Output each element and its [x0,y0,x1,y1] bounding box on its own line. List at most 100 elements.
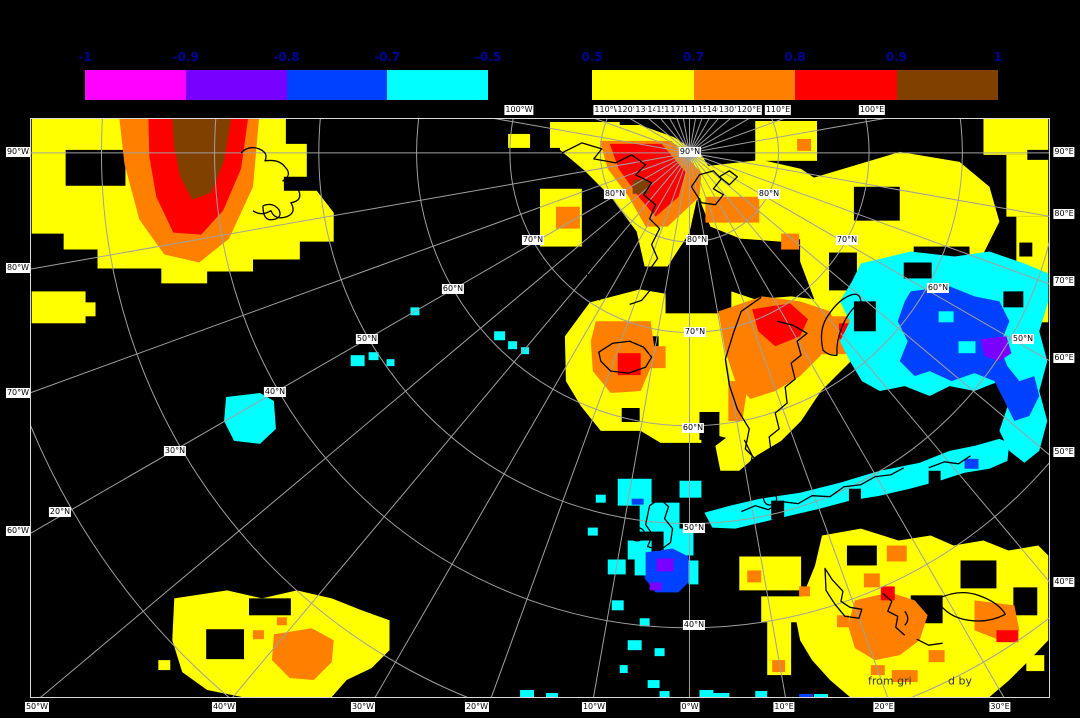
data-patch [1006,154,1049,217]
longitude-label-bottom: 30°W [350,702,376,712]
longitude-label-top: 140°E [705,105,733,115]
meridian-line [232,152,690,697]
data-patch [958,341,976,354]
colorbar-tick-label: 0.8 [784,50,806,64]
data-patch [1026,655,1045,672]
data-patch [65,149,126,186]
data-patch [639,618,650,627]
data-patch [1003,291,1024,308]
data-patch [172,119,232,200]
data-patch [271,628,334,681]
longitude-label-bottom: 10°W [581,702,607,712]
data-patch [521,347,530,355]
longitude-label-bottom: 20°W [464,702,490,712]
longitude-label-top: 140°W [646,105,676,115]
coastline [262,203,281,221]
longitude-label-left: 60°W [5,526,31,536]
coastline [916,638,943,646]
longitude-label-bottom: 40°W [211,702,237,712]
longitude-label-right: 40°E [1053,577,1075,587]
data-patch [368,352,379,361]
data-patch [903,262,932,279]
data-patch [938,311,954,323]
data-patch [631,498,644,505]
coastline [583,266,601,301]
colorbar-tick-label: -0.9 [172,50,199,64]
coastline [741,467,905,513]
longitude-label-top: 130°E [717,105,745,115]
coastline [690,170,725,206]
longitude-label-top: 100°W [504,105,534,115]
longitude-label-right: 60°E [1053,353,1075,363]
meridian-line [689,152,889,697]
data-patch [928,650,945,663]
longitude-label-top: 170°E [682,105,710,115]
longitude-label-bottom: 20°E [873,702,895,712]
data-patch [679,480,702,498]
colorbar-tick-label: -0.8 [273,50,300,64]
meridian-line [689,152,1049,362]
data-patch [928,470,941,486]
data-patch [880,586,895,601]
longitude-label-top: 130°W [634,105,664,115]
colorbar-segment [896,70,998,100]
data-patch [508,133,531,148]
data-patch [545,693,558,697]
data-patch [797,138,812,151]
longitude-label-right: 50°E [1053,447,1075,457]
meridian-line [689,152,1049,583]
data-patch [980,336,1012,362]
meridian-line [374,152,690,697]
data-patch [71,302,96,317]
coastline [820,293,862,356]
longitude-label-top: 170°W [669,105,699,115]
data-patch [645,346,666,369]
data-patch [752,303,809,347]
colorbar-segment [286,70,388,100]
longitude-label-bottom: 50°W [24,702,50,712]
data-patch [1019,242,1033,257]
data-patch [699,690,714,697]
longitude-label-top: 160°W [663,105,693,115]
data-patch [814,694,829,697]
meridian-line [31,152,690,534]
data-patch [964,458,979,469]
data-patch [747,570,762,583]
data-patch [494,331,506,341]
colorbar-segment [387,70,488,100]
longitude-label-top: 120°E [735,105,763,115]
map-area [30,118,1050,698]
longitude-label-right: 90°E [1053,147,1075,157]
meridian-line [689,152,1049,285]
data-patch [587,527,598,536]
longitude-label-left: 70°W [5,388,31,398]
coastline [629,526,646,542]
longitude-label-top: 160°E [689,105,717,115]
longitude-label-left: 90°W [5,147,31,157]
colorbar-negative: -1 -0.9 -0.8 -0.7 -0.5 [78,50,501,100]
coastline [904,610,909,626]
meridian-line [31,152,690,270]
data-patch [520,690,535,697]
coastline [724,296,808,462]
data-patch [799,694,814,697]
longitude-label-top: 180° [679,105,701,115]
coastline [561,142,661,305]
data-patch [649,582,662,591]
colorbar-tick-label: 0.9 [885,50,908,64]
coastline [743,439,753,472]
data-patch [158,660,171,671]
data-patch [508,341,518,350]
data-patch [595,494,606,503]
coastline [240,146,301,219]
coastline [718,170,738,186]
coastline [644,498,674,552]
coastline [762,491,778,506]
data-patch [252,630,264,640]
meridian-line [689,152,1049,217]
meridian-line [31,152,690,394]
data-patch [960,560,997,589]
colorbar-tick-label: -1 [78,50,92,64]
meridian-line [689,152,1049,456]
meridian-line [40,152,690,697]
